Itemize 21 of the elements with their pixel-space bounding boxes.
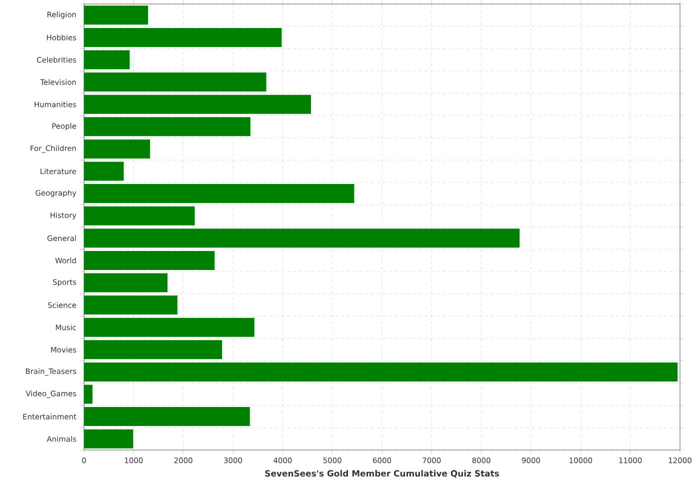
bar: [84, 94, 311, 114]
bar: [84, 318, 254, 337]
bar: [84, 117, 250, 136]
x-axis-title: SevenSees's Gold Member Cumulative Quiz Stats: [265, 470, 499, 478]
bar: [84, 206, 195, 226]
bar: [84, 50, 130, 70]
bar: [84, 162, 124, 181]
bar: [84, 228, 520, 248]
bar: [84, 362, 678, 382]
bar: [84, 429, 134, 448]
bar: [84, 340, 222, 360]
bar: [84, 184, 354, 204]
bar: [84, 6, 148, 25]
bar: [84, 28, 282, 47]
bar: [84, 384, 92, 404]
bar: [84, 250, 215, 270]
bar: [84, 273, 168, 292]
bar: [84, 72, 266, 92]
bar: [84, 296, 178, 315]
bar: [84, 407, 250, 426]
bar: [84, 139, 150, 158]
